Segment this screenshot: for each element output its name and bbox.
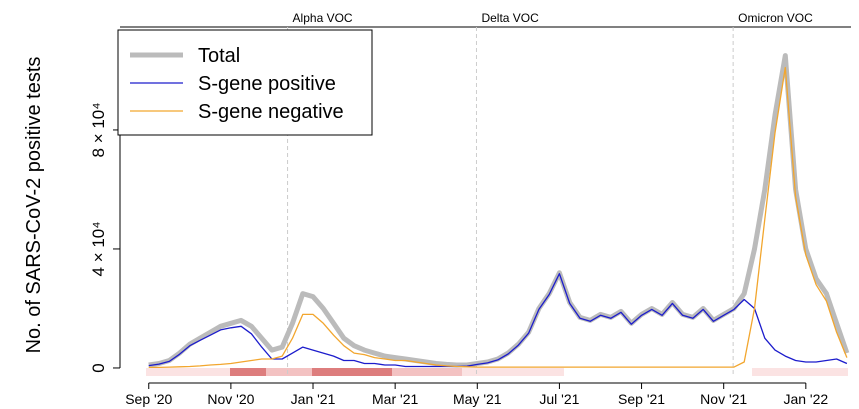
- x-tick-label: May '21: [453, 391, 502, 407]
- series-line: [148, 273, 848, 368]
- strip: [146, 368, 230, 376]
- x-tick-label: Jan '22: [783, 391, 828, 407]
- y-tick-label: 0: [89, 363, 108, 372]
- strip: [462, 368, 564, 376]
- vline-label: Omicron VOC: [738, 11, 813, 25]
- series-line: [148, 53, 850, 368]
- x-tick-label: Sep '20: [125, 391, 172, 407]
- legend-label: Total: [198, 45, 240, 67]
- legend-label: S-gene positive: [198, 73, 336, 95]
- x-tick-label: Sep '21: [618, 391, 665, 407]
- strip: [312, 368, 392, 376]
- vline-label: Delta VOC: [481, 11, 539, 25]
- strip: [752, 368, 848, 376]
- x-tick-label: Jul '21: [539, 391, 579, 407]
- x-tick-label: Jan '21: [291, 391, 336, 407]
- legend: Total S-gene positive S-gene negative: [117, 29, 373, 136]
- strip: [266, 368, 312, 376]
- strip: [392, 368, 462, 376]
- strip: [230, 368, 266, 376]
- y-tick-label: 8 × 10⁴: [89, 102, 108, 157]
- x-tick-label: Nov '20: [207, 391, 254, 407]
- period-strips: [146, 368, 848, 376]
- x-tick-label: Mar '21: [372, 391, 418, 407]
- vline-label: Alpha VOC: [293, 11, 353, 25]
- legend-label: S-gene negative: [198, 101, 344, 123]
- y-axis-label: No. of SARS-CoV-2 positive tests: [23, 57, 45, 354]
- series-line: [148, 66, 848, 369]
- y-tick-label: 4 × 10⁴: [89, 221, 108, 276]
- x-tick-label: Nov '21: [700, 391, 747, 407]
